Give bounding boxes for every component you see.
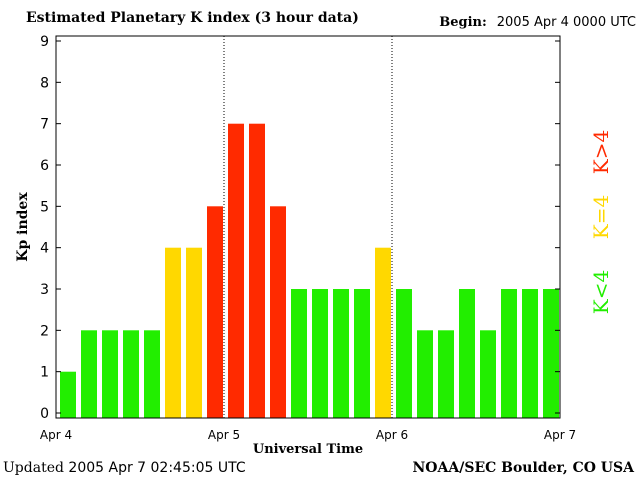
kp-bar	[501, 289, 517, 418]
kp-bar	[270, 206, 286, 418]
x-tick-label: Apr 6	[376, 428, 408, 442]
y-tick-label: 5	[40, 199, 49, 215]
y-tick-label: 6	[40, 158, 49, 174]
y-tick-label: 0	[40, 406, 49, 422]
updated-info: Updated 2005 Apr 7 02:45:05 UTC	[3, 460, 246, 476]
kp-bar	[480, 330, 496, 418]
y-tick-label: 3	[40, 282, 49, 298]
kp-bar	[291, 289, 307, 418]
y-axis-label: Kp index	[15, 192, 31, 262]
kp-bar	[81, 330, 97, 418]
begin-value: 2005 Apr 4 0000 UTC	[496, 15, 636, 30]
source-credit: NOAA/SEC Boulder, CO USA	[412, 460, 635, 476]
kp-bar	[354, 289, 370, 418]
kp-bar	[312, 289, 328, 418]
y-tick-label: 1	[40, 365, 49, 381]
x-axis-label: Universal Time	[253, 442, 363, 457]
kp-bar	[144, 330, 160, 418]
kp-bar	[102, 330, 118, 418]
begin-label: Begin:	[439, 15, 487, 30]
begin-info: Begin: 2005 Apr 4 0000 UTC	[439, 15, 636, 30]
legend-equal: K=4	[589, 194, 613, 240]
x-tick-labels: Apr 4 Apr 5 Apr 6 Apr 7	[40, 428, 576, 442]
updated-label: Updated	[3, 460, 64, 476]
kp-bar	[60, 371, 76, 418]
kp-bar	[375, 247, 391, 418]
kp-bar	[543, 289, 559, 418]
y-tick-label: 7	[40, 117, 49, 133]
plot-frame	[55, 35, 561, 419]
kp-bar	[417, 330, 433, 418]
day-dividers	[223, 36, 393, 418]
y-tick-marks	[56, 40, 560, 414]
x-tick-label: Apr 4	[40, 428, 72, 442]
y-tick-labels: 0 1 2 3 4 5 6 7 8 9	[40, 34, 49, 422]
x-tick-label: Apr 7	[544, 428, 576, 442]
y-tick-label: 2	[40, 323, 49, 339]
kp-bar	[207, 206, 223, 418]
updated-value: 2005 Apr 7 02:45:05 UTC	[68, 460, 246, 476]
y-tick-label: 4	[40, 241, 49, 257]
bars-group	[60, 123, 559, 418]
kp-bar	[396, 289, 412, 418]
kp-bar	[165, 247, 181, 418]
y-tick-label: 9	[40, 34, 49, 50]
kp-bar	[186, 247, 202, 418]
y-tick-label: 8	[40, 75, 49, 91]
legend-low: K<4	[589, 269, 613, 315]
x-tick-label: Apr 5	[208, 428, 240, 442]
kp-bar	[459, 289, 475, 418]
kp-bar	[522, 289, 538, 418]
kp-bar	[333, 289, 349, 418]
kp-bar	[249, 123, 265, 418]
kp-bar	[123, 330, 139, 418]
kp-bar	[228, 123, 244, 418]
kp-bar	[438, 330, 454, 418]
chart-title: Estimated Planetary K index (3 hour data…	[26, 10, 359, 26]
